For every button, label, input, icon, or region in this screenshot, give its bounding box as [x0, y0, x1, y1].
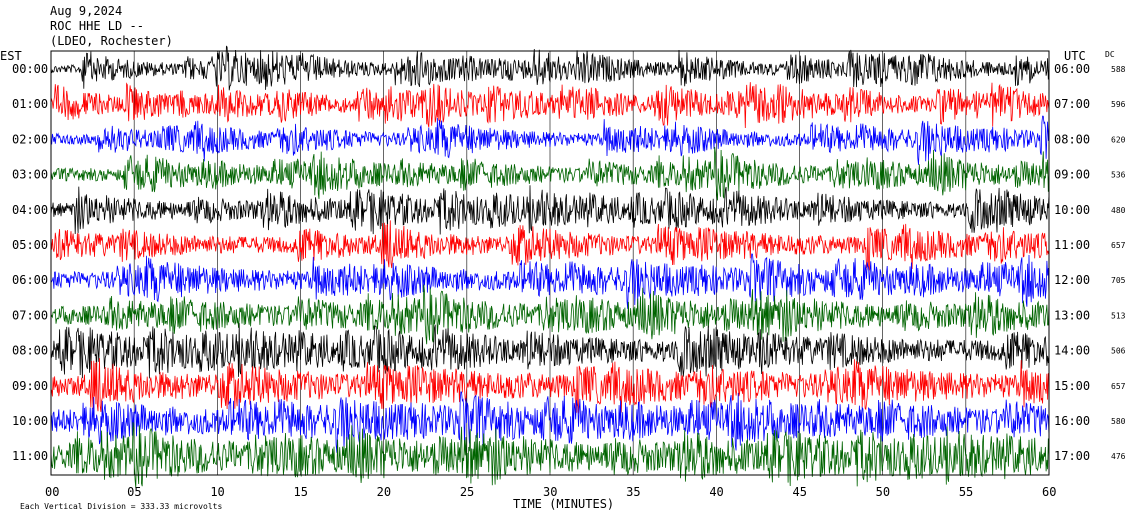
trace-row-0900 — [50, 358, 1050, 414]
footer-scale-note: Each Vertical Division = 333.33 microvol… — [20, 502, 222, 511]
utc-label: 06:00 — [1054, 62, 1090, 76]
x-tick-label-40: 40 — [709, 485, 723, 499]
x-tick-label-05: 05 — [127, 485, 141, 499]
x-tick-label-30: 30 — [543, 485, 557, 499]
est-label: 08:00 — [12, 344, 48, 358]
trace-row-0100 — [50, 82, 1050, 129]
x-tick-label-60: 60 — [1042, 485, 1056, 499]
dc-value: 705 — [1111, 276, 1126, 285]
utc-label: 12:00 — [1054, 273, 1090, 287]
utc-label: 14:00 — [1054, 344, 1090, 358]
dc-value: 480 — [1111, 206, 1126, 215]
trace-row-1000 — [50, 391, 1050, 453]
plot-frame — [50, 50, 1050, 476]
x-tick-label-35: 35 — [626, 485, 640, 499]
trace-row-0600 — [50, 253, 1050, 309]
dc-value: 620 — [1111, 135, 1126, 144]
dc-value: 657 — [1111, 382, 1126, 391]
est-label: 05:00 — [12, 238, 48, 252]
trace-row-0200 — [50, 115, 1050, 165]
trace-row-0700 — [50, 284, 1050, 345]
trace-row-0400 — [50, 185, 1050, 235]
dc-value: 476 — [1111, 452, 1126, 461]
row-labels: 00:00 06:00 588 01:00 07:00 596 02:00 08:00 620 0… — [12, 62, 1126, 463]
est-label: 07:00 — [12, 308, 48, 322]
x-tick-label-10: 10 — [210, 485, 224, 499]
x-tick-label-00: 00 — [45, 485, 59, 499]
utc-label: 13:00 — [1054, 308, 1090, 322]
x-tick-label-50: 50 — [876, 485, 890, 499]
dc-value: 513 — [1111, 311, 1126, 320]
x-axis-title: TIME (MINUTES) — [513, 497, 614, 511]
header-station: ROC HHE LD -- — [50, 19, 144, 33]
utc-label: 07:00 — [1054, 97, 1090, 111]
x-tick-label-25: 25 — [460, 485, 474, 499]
trace-row-1100 — [50, 422, 1050, 489]
utc-label: 10:00 — [1054, 203, 1090, 217]
trace-row-0300 — [50, 146, 1050, 201]
x-tick-label-20: 20 — [377, 485, 391, 499]
est-label: 03:00 — [12, 168, 48, 182]
est-label: 04:00 — [12, 203, 48, 217]
trace-row-0500 — [50, 220, 1050, 272]
est-label: 11:00 — [12, 449, 48, 463]
right-timezone-label: UTC — [1064, 49, 1086, 63]
est-label: 02:00 — [12, 132, 48, 146]
est-label: 06:00 — [12, 273, 48, 287]
dc-value: 506 — [1111, 347, 1126, 356]
utc-label: 15:00 — [1054, 379, 1090, 393]
dc-value: 657 — [1111, 241, 1126, 250]
dc-header-label: DC — [1105, 50, 1115, 59]
est-label: 09:00 — [12, 379, 48, 393]
dc-value: 580 — [1111, 417, 1126, 426]
dc-value: 536 — [1111, 171, 1126, 180]
est-label: 01:00 — [12, 97, 48, 111]
x-axis-ticks: 00 05 10 15 20 25 30 35 40 45 50 55 60 — [45, 485, 1056, 499]
utc-label: 11:00 — [1054, 238, 1090, 252]
dc-value: 588 — [1111, 65, 1126, 74]
utc-label: 09:00 — [1054, 168, 1090, 182]
x-tick-label-55: 55 — [959, 485, 973, 499]
dc-value: 596 — [1111, 100, 1126, 109]
utc-label: 17:00 — [1054, 449, 1090, 463]
grid-lines — [133, 51, 967, 475]
trace-row-0000 — [50, 45, 1050, 91]
utc-label: 08:00 — [1054, 132, 1090, 146]
utc-label: 16:00 — [1054, 414, 1090, 428]
x-tick-label-15: 15 — [294, 485, 308, 499]
header-date: Aug 9,2024 — [50, 4, 122, 18]
trace-row-0800 — [50, 323, 1050, 379]
header-network: (LDEO, Rochester) — [50, 34, 173, 48]
est-label: 00:00 — [12, 62, 48, 76]
x-tick-label-45: 45 — [793, 485, 807, 499]
est-label: 10:00 — [12, 414, 48, 428]
seismic-traces — [50, 45, 1050, 489]
left-timezone-label: EST — [0, 49, 22, 63]
